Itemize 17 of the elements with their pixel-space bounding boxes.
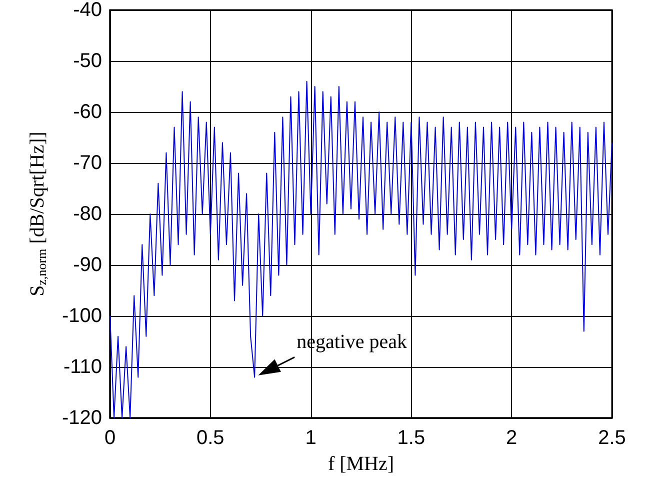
y-axis-title: Sz,norm [dB/Sqrt[Hz]] xyxy=(26,132,49,296)
x-tick-label: 0 xyxy=(104,427,116,449)
y-tick-label: -100 xyxy=(62,305,102,327)
x-tick-label: 2.5 xyxy=(598,427,626,449)
y-tick-label: -90 xyxy=(73,254,102,276)
y-tick-label: -120 xyxy=(62,407,102,429)
y-tick-label: -40 xyxy=(73,0,102,21)
x-tick-label: 2 xyxy=(506,427,518,449)
x-axis-title: f [MHz] xyxy=(328,453,394,475)
y-tick-label: -110 xyxy=(63,356,102,378)
y-tick-label: -60 xyxy=(73,101,102,123)
y-tick-label: -50 xyxy=(73,50,102,72)
x-tick-label: 1 xyxy=(305,427,316,449)
y-tick-label: -80 xyxy=(73,203,102,225)
x-tick-label: 0.5 xyxy=(196,427,224,449)
y-tick-label: -70 xyxy=(73,152,102,174)
x-tick-label: 1.5 xyxy=(397,427,426,449)
